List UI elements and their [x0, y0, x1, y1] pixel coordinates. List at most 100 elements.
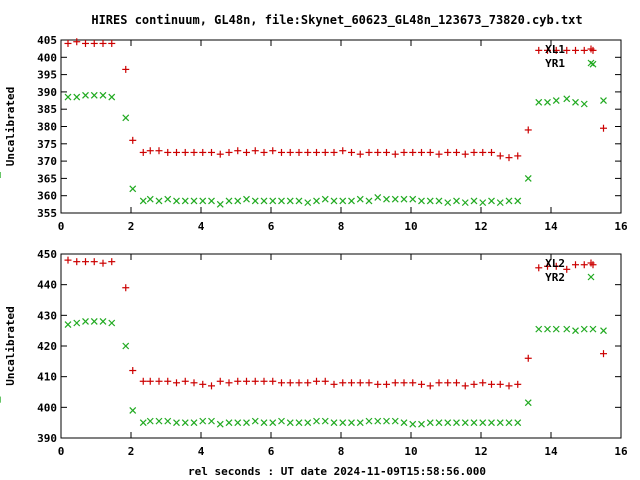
data-point — [470, 148, 478, 156]
data-point — [374, 148, 382, 156]
x-tick-label: 12 — [474, 445, 487, 458]
x-tick-label: 0 — [58, 220, 65, 233]
data-point — [181, 197, 189, 205]
data-point — [260, 419, 268, 427]
data-point — [330, 197, 338, 205]
data-point — [514, 419, 522, 427]
y-tick-label: 395 — [37, 69, 57, 82]
x-tick-label: 2 — [128, 220, 135, 233]
data-point — [216, 150, 224, 158]
data-point — [304, 148, 312, 156]
data-point — [99, 318, 107, 325]
data-point — [304, 419, 312, 427]
data-point — [496, 419, 504, 427]
data-point — [234, 419, 242, 427]
data-point — [313, 417, 320, 425]
data-point — [73, 319, 81, 327]
data-point — [563, 325, 571, 333]
y-tick-label: 390 — [37, 432, 57, 445]
data-point — [260, 148, 268, 156]
panel-top: 355 360 365 370 375 380 385 390 395 400 405 0 2 4 6 8 10… — [0, 34, 628, 233]
data-point — [453, 419, 460, 427]
data-point — [216, 200, 224, 208]
chart-title: HIRES continuum, GL48n, file:Skynet_6062… — [91, 13, 582, 28]
x-tick-label: 8 — [338, 220, 345, 233]
data-point — [453, 379, 460, 387]
data-point — [383, 380, 390, 388]
x-tick-label: 14 — [544, 220, 558, 233]
data-point — [535, 264, 543, 272]
data-point — [409, 420, 417, 428]
data-point — [173, 148, 180, 156]
data-point — [589, 325, 597, 333]
data-point — [453, 148, 460, 156]
data-point — [225, 148, 233, 156]
data-point — [435, 379, 443, 387]
data-point — [563, 95, 571, 103]
data-point — [225, 379, 233, 387]
data-point — [321, 417, 329, 425]
legend-label: XL1 — [545, 43, 565, 56]
data-point — [535, 325, 543, 333]
data-point — [409, 379, 417, 387]
x-tick-label: 4 — [198, 445, 205, 458]
data-point — [208, 382, 215, 390]
data-point — [251, 417, 259, 425]
data-point — [488, 148, 495, 156]
data-point — [321, 148, 329, 156]
data-point — [190, 197, 198, 205]
y-tick-label: 405 — [37, 34, 57, 47]
data-point — [600, 350, 607, 358]
y-tick-label: 355 — [37, 207, 57, 220]
y-tick-label: 375 — [37, 138, 57, 151]
data-point — [479, 199, 487, 207]
data-point — [600, 124, 607, 132]
data-point — [122, 114, 130, 122]
data-point — [524, 354, 532, 362]
data-point — [225, 197, 233, 205]
data-point — [139, 197, 147, 205]
data-point — [269, 197, 277, 205]
y-tick-label: 420 — [37, 340, 57, 353]
data-point — [348, 197, 355, 205]
data-point — [313, 377, 320, 385]
data-point — [173, 197, 180, 205]
data-point — [295, 379, 303, 387]
data-point — [234, 197, 242, 205]
y-tick-label: 430 — [37, 309, 57, 322]
data-point — [251, 197, 259, 205]
data-point — [64, 321, 72, 328]
data-point — [426, 148, 434, 156]
data-point — [146, 147, 154, 155]
data-point — [304, 379, 312, 387]
data-point — [552, 46, 560, 54]
x-tick-label: 16 — [614, 220, 628, 233]
data-point — [173, 419, 180, 427]
data-point — [208, 417, 215, 425]
data-point — [295, 197, 303, 205]
data-point — [90, 91, 98, 99]
data-point — [251, 377, 259, 385]
data-point — [99, 259, 107, 267]
data-point — [479, 379, 487, 387]
data-point — [216, 377, 224, 385]
data-point — [278, 417, 285, 425]
series-YR2 — [0, 318, 607, 428]
y-tick-label: 450 — [37, 248, 57, 261]
data-point — [313, 197, 320, 205]
data-point — [190, 148, 198, 156]
data-point — [129, 185, 137, 193]
y-tick-label: 390 — [37, 86, 57, 99]
data-point — [563, 46, 571, 54]
x-tick-label: 6 — [268, 445, 275, 458]
legend-marker — [587, 45, 595, 53]
data-point — [146, 417, 154, 425]
data-point — [278, 148, 285, 156]
data-point — [383, 417, 390, 425]
data-point — [64, 93, 72, 101]
data-point — [365, 148, 373, 156]
x-tick-label: 0 — [58, 445, 65, 458]
data-point — [278, 197, 285, 205]
data-point — [339, 419, 347, 427]
data-point — [418, 197, 425, 205]
